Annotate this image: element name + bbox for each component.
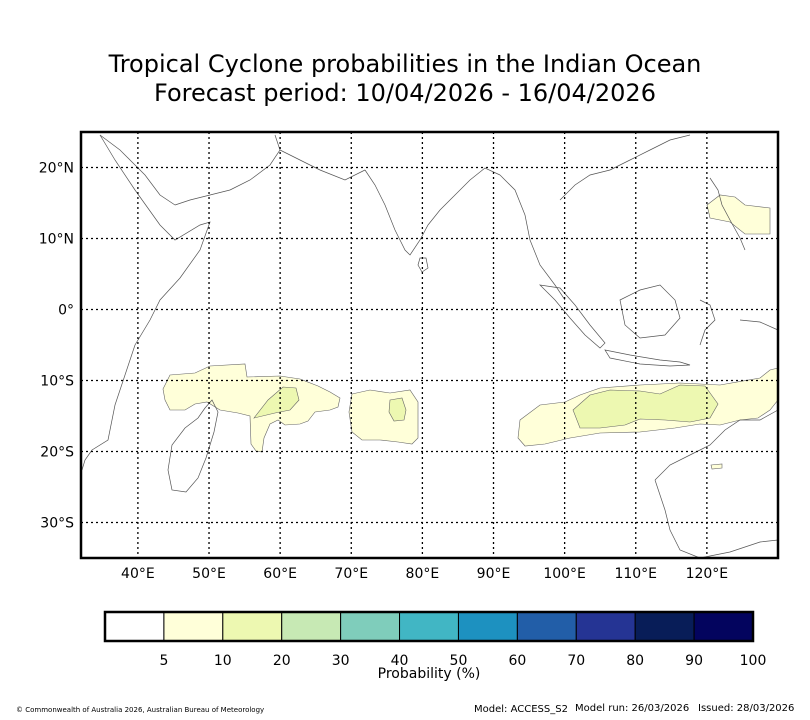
colorbar: 5 10 20 30 40 50 60 70 80 90 100 (103, 610, 767, 669)
model-run-text: Model run: 26/03/2026 (575, 703, 690, 714)
graticule (81, 132, 778, 558)
issued-text: Issued: 28/03/2026 (698, 703, 795, 714)
coast-sumatra (539, 284, 606, 349)
lon-tick-label: 90°E (477, 566, 511, 582)
region-philippines-5-10 (706, 194, 771, 235)
colorbar-segment (281, 611, 342, 642)
lon-tick-label: 110°E (614, 566, 657, 582)
colorbar-tick-label: 50 (450, 653, 468, 669)
colorbar-tick-label: 30 (332, 653, 350, 669)
axis-labels: 40°E 50°E 60°E 70°E 80°E 90°E 100°E 110°E 120°E 2… (39, 161, 728, 583)
colorbar-segment (457, 611, 518, 642)
region-west-10-20 (253, 386, 300, 419)
coast-africa (81, 134, 211, 471)
lon-tick-label: 60°E (263, 566, 297, 582)
colorbar-segment (693, 611, 754, 642)
colorbar-tick-label: 60 (508, 653, 526, 669)
region-central-10-20 (388, 397, 407, 422)
coast-philippines (709, 177, 746, 251)
lat-tick-label: 30°S (40, 516, 74, 532)
lon-tick-label: 70°E (334, 566, 368, 582)
coast-india (364, 167, 501, 256)
colorbar-tick-label: 70 (567, 653, 585, 669)
colorbar-segment (222, 611, 283, 642)
title-line-1: Tropical Cyclone probabilities in the In… (108, 50, 702, 78)
coast-new-guinea (739, 319, 779, 331)
colorbar-tick-label: 90 (685, 653, 703, 669)
colorbar-segment (516, 611, 577, 642)
model-text: Model: ACCESS_S2 (474, 704, 568, 715)
coast-australia (654, 409, 779, 559)
colorbar-label: Probability (%) (378, 666, 481, 682)
lat-tick-label: 10°S (40, 374, 74, 390)
coast-borneo (619, 284, 681, 339)
lon-tick-label: 50°E (192, 566, 226, 582)
colorbar-segment (340, 611, 401, 642)
lat-tick-label: 0° (58, 303, 74, 319)
lon-tick-label: 40°E (121, 566, 155, 582)
region-north-australia-5-10 (710, 463, 723, 470)
region-central-5-10 (348, 389, 419, 445)
region-west-5-10 (162, 363, 341, 453)
colorbar-frame (103, 610, 755, 643)
lon-tick-label: 120°E (686, 566, 729, 582)
colorbar-tick-label: 10 (214, 653, 232, 669)
lat-tick-label: 20°S (40, 445, 74, 461)
coast-madagascar (167, 399, 219, 493)
map-frame (79, 130, 780, 560)
title-line-2: Forecast period: 10/04/2026 - 16/04/2026 (154, 79, 656, 107)
lat-tick-label: 20°N (39, 161, 74, 177)
colorbar-segment (163, 611, 224, 642)
coast-se-asia (499, 134, 691, 301)
colorbar-segment (399, 611, 459, 642)
coastlines (81, 134, 779, 559)
coast-sri-lanka (417, 257, 429, 273)
coast-arabia (229, 134, 366, 191)
lat-tick-label: 10°N (39, 232, 74, 248)
region-east-10-20 (572, 384, 719, 429)
colorbar-tick-label: 80 (626, 653, 644, 669)
colorbar-segment (575, 611, 636, 642)
lon-tick-label: 80°E (406, 566, 440, 582)
probability-regions (162, 194, 779, 470)
copyright-text: © Commonwealth of Australia 2026, Austra… (16, 706, 265, 714)
colorbar-tick-label: 100 (740, 653, 767, 669)
coast-red-sea (99, 134, 231, 206)
colorbar-segment (634, 611, 695, 642)
lon-tick-label: 100°E (543, 566, 586, 582)
coast-java (604, 349, 691, 367)
colorbar-tick-label: 20 (273, 653, 291, 669)
colorbar-tick-label: 5 (159, 653, 168, 669)
colorbar-tick-label: 40 (391, 653, 409, 669)
colorbar-segment (104, 611, 165, 642)
